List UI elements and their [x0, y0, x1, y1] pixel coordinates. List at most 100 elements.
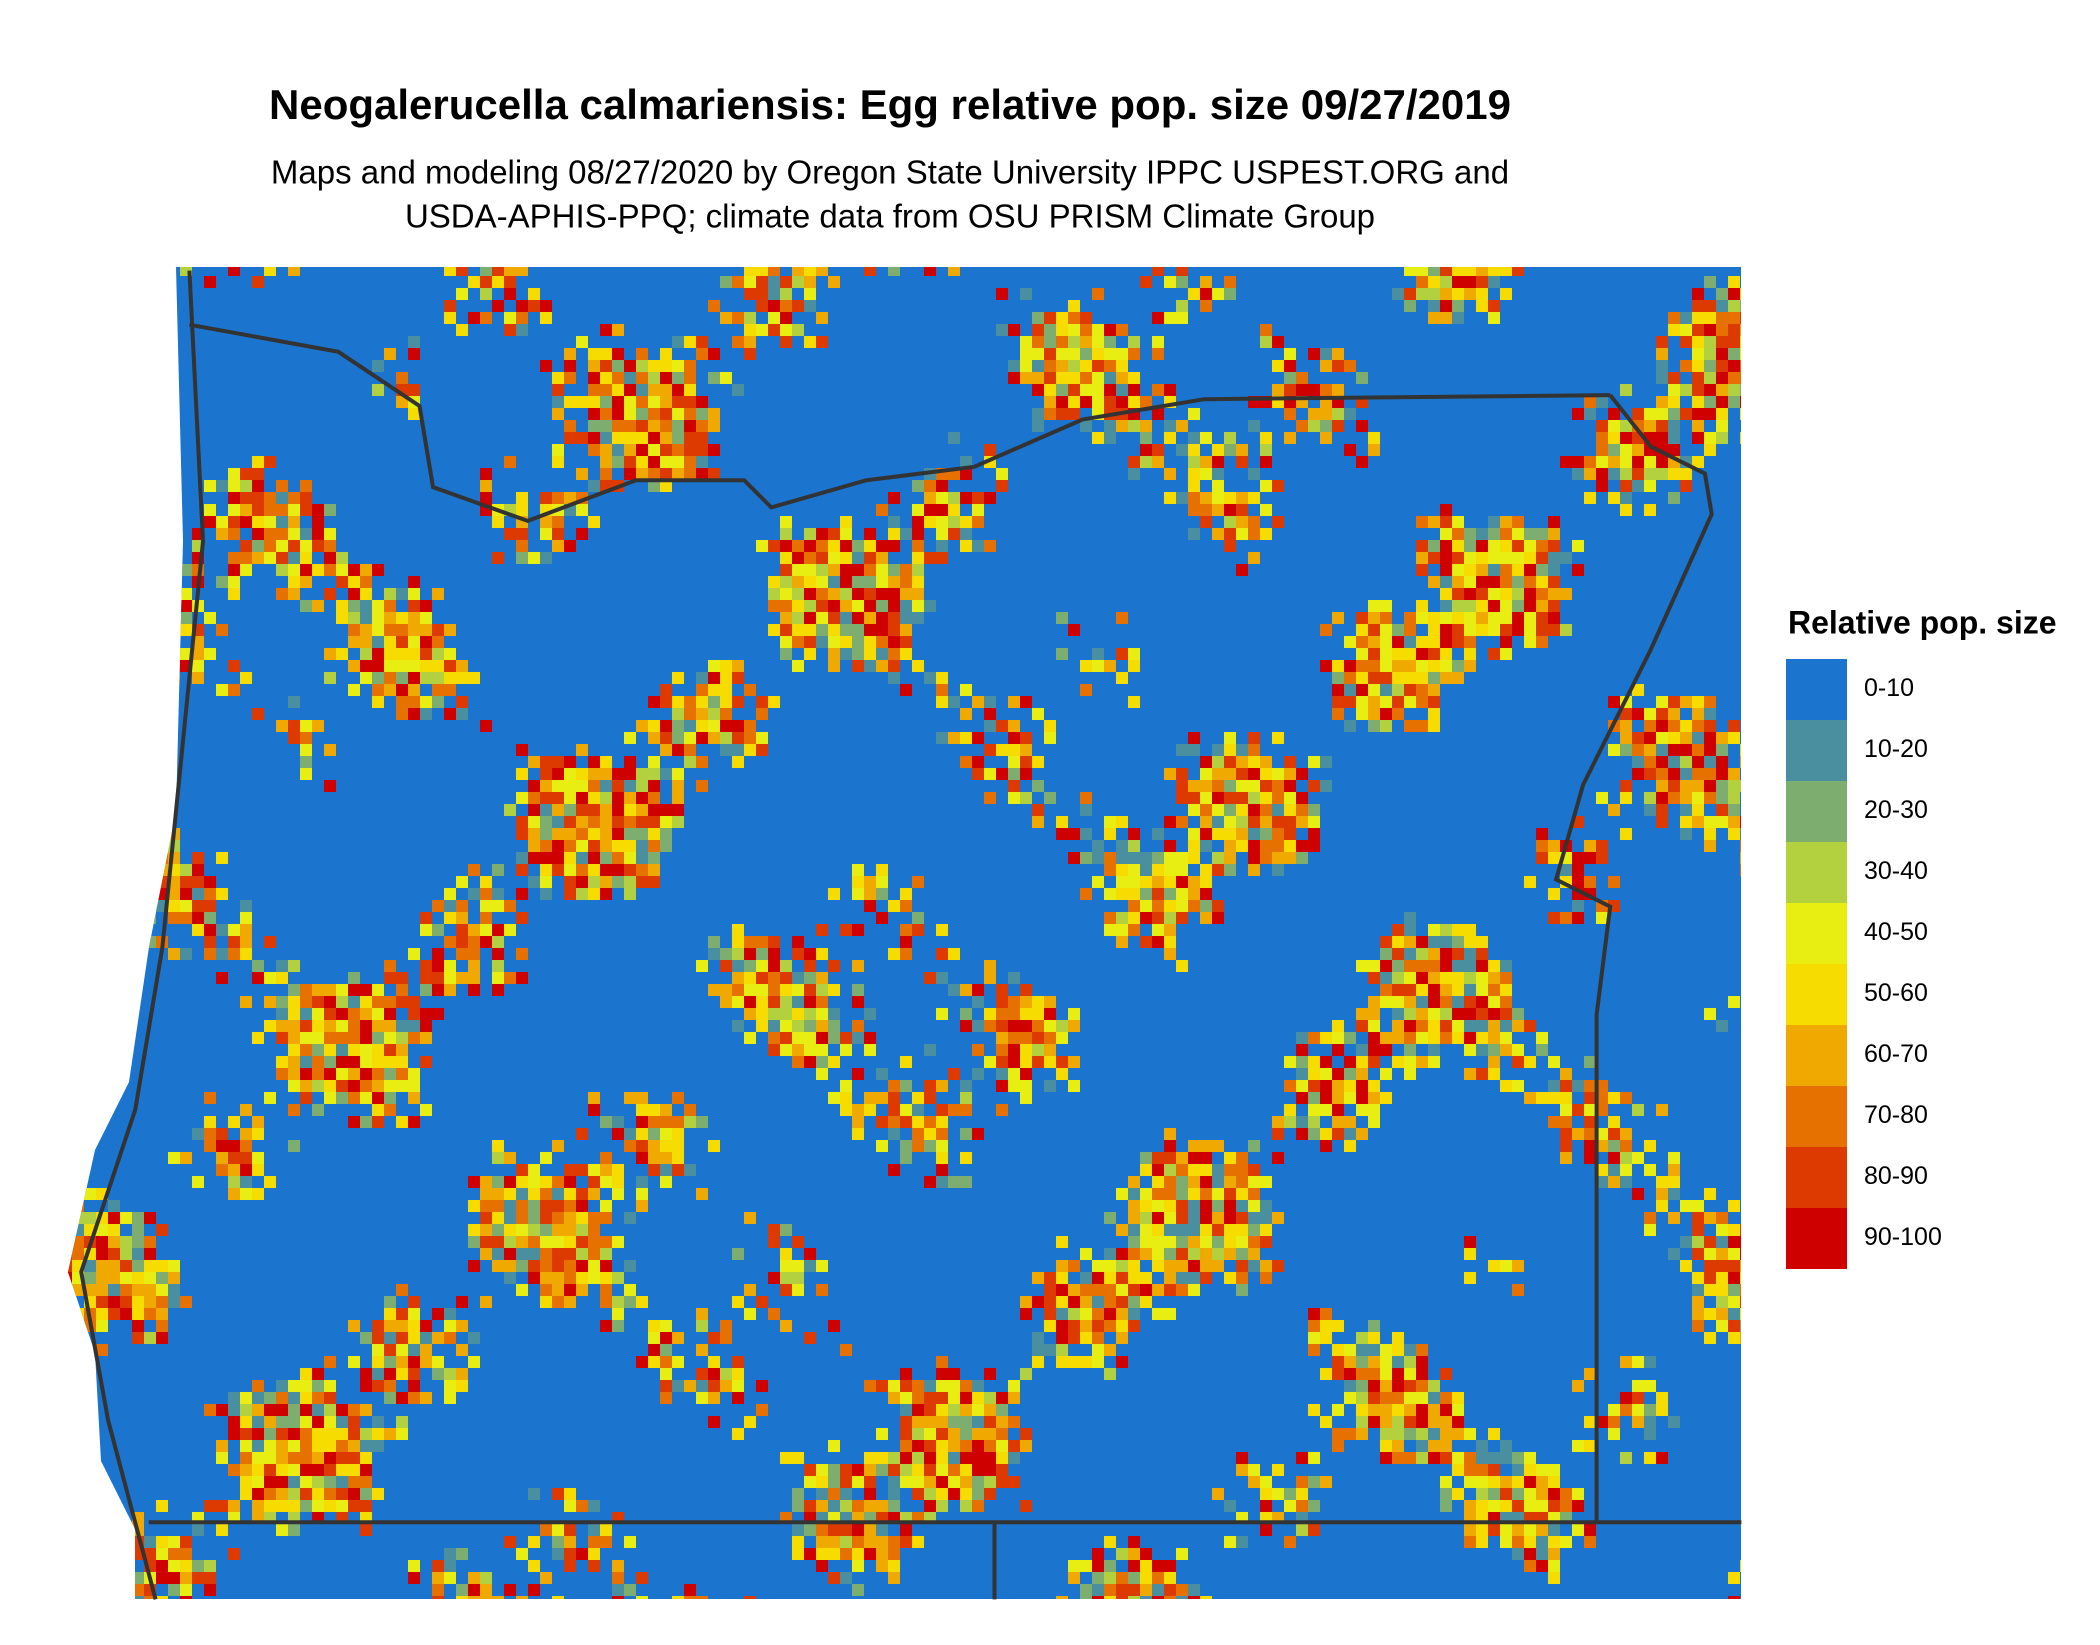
map-cell	[1536, 564, 1548, 576]
map-cell	[936, 1008, 948, 1020]
map-cell	[1656, 396, 1668, 408]
map-cell	[324, 1080, 336, 1092]
map-cell	[108, 576, 120, 588]
map-cell	[1128, 468, 1140, 480]
map-cell	[1068, 396, 1080, 408]
map-cell	[1308, 1452, 1320, 1464]
map-cell	[1452, 564, 1464, 576]
map-cell	[612, 348, 624, 360]
map-cell	[1428, 996, 1440, 1008]
map-cell	[1548, 552, 1560, 564]
map-cell	[288, 528, 300, 540]
map-cell	[516, 1596, 528, 1599]
map-cell	[624, 1092, 636, 1104]
map-cell	[1428, 1428, 1440, 1440]
map-cell	[1560, 456, 1572, 468]
map-cell	[1596, 840, 1608, 852]
map-cell	[444, 624, 456, 636]
map-cell	[852, 1068, 864, 1080]
map-cell	[348, 588, 360, 600]
map-cell	[216, 1500, 228, 1512]
map-cell	[1116, 1224, 1128, 1236]
map-cell	[660, 348, 672, 360]
map-cell	[1320, 1332, 1332, 1344]
map-cell	[228, 948, 240, 960]
map-cell	[420, 1344, 432, 1356]
map-cell	[1572, 864, 1584, 876]
map-cell	[288, 1080, 300, 1092]
map-cell	[432, 648, 444, 660]
map-cell	[384, 1080, 396, 1092]
map-cell	[360, 1500, 372, 1512]
map-cell	[624, 1260, 636, 1272]
map-cell	[1740, 360, 1741, 372]
map-cell	[1392, 1452, 1404, 1464]
map-cell	[888, 1380, 900, 1392]
map-cell	[864, 267, 876, 276]
map-cell	[696, 1596, 708, 1599]
map-cell	[1368, 1032, 1380, 1044]
map-cell	[180, 864, 192, 876]
map-cell	[1164, 420, 1176, 432]
map-cell	[240, 1392, 252, 1404]
map-cell	[732, 984, 744, 996]
map-cell	[1380, 1344, 1392, 1356]
map-cell	[588, 1212, 600, 1224]
map-cell	[1296, 852, 1308, 864]
map-cell	[1560, 1536, 1572, 1548]
map-cell	[828, 576, 840, 588]
map-cell	[1428, 1032, 1440, 1044]
map-cell	[1680, 720, 1692, 732]
map-cell	[1440, 948, 1452, 960]
map-cell	[1128, 828, 1140, 840]
map-cell	[384, 672, 396, 684]
map-cell	[204, 504, 216, 516]
map-cell	[1644, 732, 1656, 744]
map-cell	[768, 624, 780, 636]
map-cell	[1320, 1104, 1332, 1116]
map-cell	[1620, 384, 1632, 396]
map-cell	[1392, 1368, 1404, 1380]
map-cell	[1608, 444, 1620, 456]
map-cell	[1536, 1476, 1548, 1488]
map-cell	[732, 1248, 744, 1260]
map-cell	[804, 588, 816, 600]
map-cell	[1308, 1308, 1320, 1320]
map-cell	[852, 996, 864, 1008]
map-cell	[108, 1224, 120, 1236]
map-cell	[684, 432, 696, 444]
map-cell	[1692, 768, 1704, 780]
map-cell	[576, 504, 588, 516]
map-cell	[1668, 396, 1680, 408]
map-cell	[492, 864, 504, 876]
map-cell	[1416, 516, 1428, 528]
map-cell	[1488, 972, 1500, 984]
map-cell	[288, 516, 300, 528]
map-cell	[1320, 1416, 1332, 1428]
map-cell	[1464, 1032, 1476, 1044]
map-cell	[636, 792, 648, 804]
map-cell	[444, 1308, 456, 1320]
map-cell	[384, 1092, 396, 1104]
map-cell	[1704, 1008, 1716, 1020]
map-cell	[840, 636, 852, 648]
map-cell	[1056, 612, 1068, 624]
map-cell	[528, 1584, 540, 1596]
map-cell	[816, 552, 828, 564]
map-cell	[384, 1332, 396, 1344]
map-cell	[1356, 660, 1368, 672]
map-cell	[492, 1236, 504, 1248]
map-cell	[492, 936, 504, 948]
map-cell	[1284, 828, 1296, 840]
map-cell	[468, 984, 480, 996]
map-cell	[1128, 1284, 1140, 1296]
map-cell	[576, 1284, 588, 1296]
map-cell	[1200, 1272, 1212, 1284]
map-cell	[216, 1404, 228, 1416]
map-cell	[864, 1548, 876, 1560]
map-cell	[252, 1116, 264, 1128]
map-cell	[1680, 324, 1692, 336]
map-cell	[228, 1500, 240, 1512]
map-cell	[240, 1488, 252, 1500]
map-cell	[1548, 528, 1560, 540]
